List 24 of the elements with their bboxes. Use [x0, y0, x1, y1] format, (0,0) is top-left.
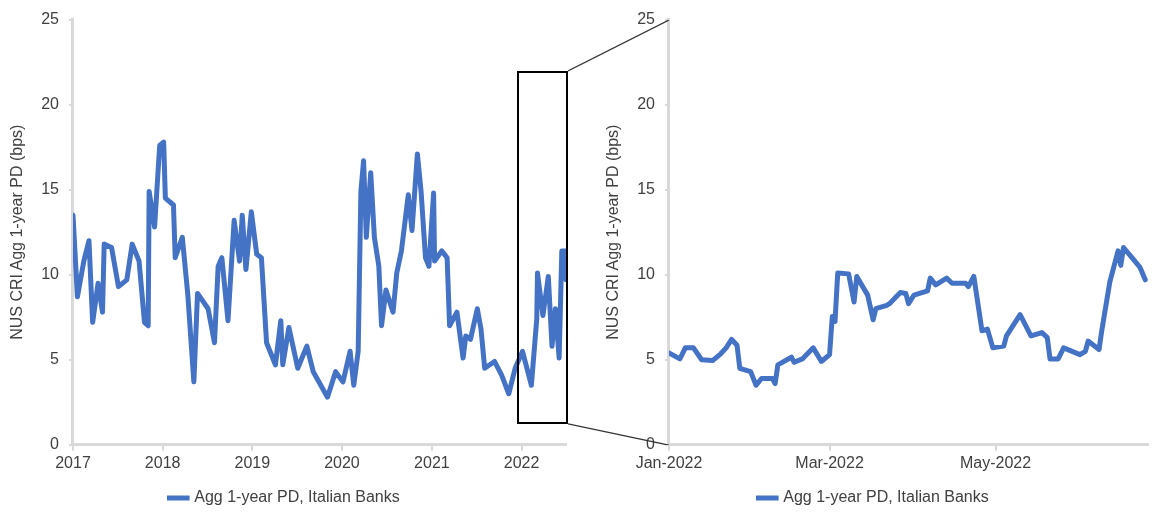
y-tick-label: 5	[50, 350, 60, 368]
legend-label: Agg 1-year PD, Italian Banks	[194, 488, 400, 506]
y-axis-title: NUS CRI Agg 1-year PD (bps)	[8, 124, 26, 340]
x-tick-label: Mar-2022	[795, 453, 864, 471]
x-tick-label: 2018	[144, 453, 181, 471]
y-tick-label: 0	[50, 435, 60, 453]
y-tick-label: 10	[637, 265, 656, 283]
legend-label: Agg 1-year PD, Italian Banks	[783, 488, 989, 506]
y-tick-label: 25	[41, 10, 60, 28]
y-tick-label: 5	[646, 350, 656, 368]
x-tick-label: 2017	[55, 453, 91, 471]
x-tick-label: 2019	[234, 453, 271, 471]
x-tick-label: 2022	[503, 453, 540, 471]
y-tick-label: 15	[41, 180, 60, 198]
y-tick-label: 15	[637, 180, 656, 198]
y-tick-label: 20	[637, 95, 656, 113]
y-axis-title: NUS CRI Agg 1-year PD (bps)	[604, 124, 622, 340]
x-tick-label: Jan-2022	[635, 453, 703, 471]
y-tick-label: 25	[637, 10, 656, 28]
y-tick-label: 20	[41, 95, 60, 113]
x-tick-label: May-2022	[960, 453, 1032, 471]
y-tick-label: 10	[41, 265, 60, 283]
x-tick-label: 2020	[324, 453, 360, 471]
x-tick-label: 2021	[414, 453, 450, 471]
